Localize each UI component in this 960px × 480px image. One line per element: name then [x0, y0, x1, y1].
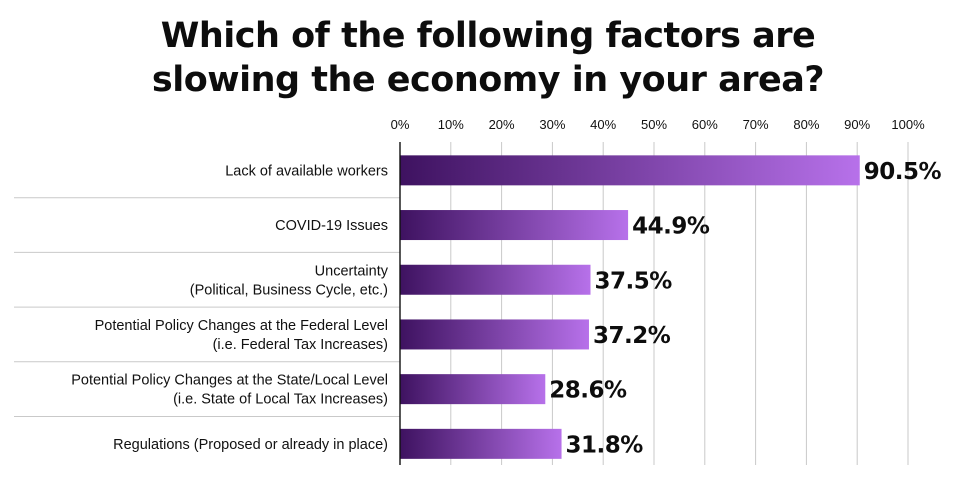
x-tick-label: 20%: [489, 117, 515, 132]
category-label-line: Potential Policy Changes at the Federal …: [95, 318, 388, 334]
x-tick-label: 100%: [891, 117, 925, 132]
bars: [400, 155, 860, 459]
category-label-line: (i.e. State of Local Tax Increases): [173, 392, 388, 408]
category-label: Regulations (Proposed or already in plac…: [113, 437, 388, 453]
value-labels: 90.5% 44.9% 37.5% 37.2% 28.6% 31.8%: [549, 159, 942, 459]
value-label: 28.6%: [549, 378, 627, 404]
value-label: 37.5%: [595, 268, 673, 294]
row-separators: [14, 197, 400, 417]
category-label: Uncertainty (Political, Business Cycle, e…: [190, 263, 389, 298]
category-label-line: Uncertainty: [315, 263, 389, 279]
bar: [400, 319, 589, 350]
category-label-line: (i.e. Federal Tax Increases): [213, 337, 388, 353]
x-tick-label: 70%: [743, 117, 769, 132]
chart-title-line-2: slowing the economy in your area?: [151, 60, 825, 100]
x-tick-label: 0%: [391, 117, 410, 132]
x-tick-label: 80%: [793, 117, 819, 132]
category-label: Potential Policy Changes at the State/Lo…: [71, 373, 388, 408]
value-label: 90.5%: [864, 159, 942, 185]
x-tick-label: 30%: [539, 117, 565, 132]
value-label: 37.2%: [593, 323, 671, 349]
bar: [400, 428, 562, 459]
category-label-line: Regulations (Proposed or already in plac…: [113, 437, 388, 453]
bar: [400, 210, 629, 241]
category-label-line: COVID-19 Issues: [275, 218, 388, 234]
x-tick-label: 90%: [844, 117, 870, 132]
bar: [400, 155, 860, 186]
category-labels: Lack of available workers COVID-19 Issues…: [71, 163, 389, 453]
x-tick-label: 50%: [641, 117, 667, 132]
category-label-line: Potential Policy Changes at the State/Lo…: [71, 373, 388, 389]
category-label-line: (Political, Business Cycle, etc.): [190, 282, 388, 298]
x-axis-ticks: 0% 10% 20% 30% 40% 50% 60% 70% 80% 90% 100%: [391, 117, 925, 132]
category-label-line: Lack of available workers: [225, 163, 388, 179]
chart-title: Which of the following factors are slowi…: [0, 14, 960, 102]
bar: [400, 374, 546, 405]
x-tick-label: 10%: [438, 117, 464, 132]
grid-lines: [450, 142, 909, 465]
x-tick-label: 60%: [692, 117, 718, 132]
value-label: 44.9%: [632, 214, 710, 240]
category-label: Lack of available workers: [225, 163, 388, 179]
bar: [400, 264, 591, 295]
category-label: COVID-19 Issues: [275, 218, 388, 234]
value-label: 31.8%: [566, 432, 644, 458]
chart-title-line-1: Which of the following factors are: [160, 16, 816, 56]
category-label: Potential Policy Changes at the Federal …: [95, 318, 388, 353]
x-tick-label: 40%: [590, 117, 616, 132]
